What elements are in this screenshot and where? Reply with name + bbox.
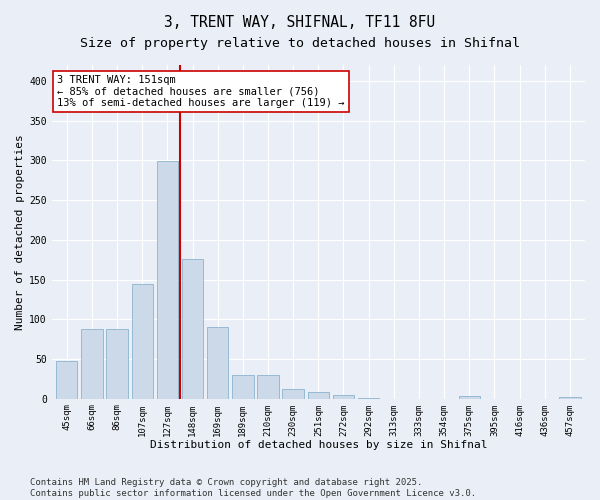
Bar (308, 392, 329, 398)
Text: 3 TRENT WAY: 151sqm
← 85% of detached houses are smaller (756)
13% of semi-detac: 3 TRENT WAY: 151sqm ← 85% of detached ho… (57, 75, 344, 108)
Bar (207, 327, 229, 398)
Bar (257, 375, 279, 398)
Bar (333, 394, 354, 398)
Bar (81, 329, 103, 398)
Y-axis label: Number of detached properties: Number of detached properties (15, 134, 25, 330)
Bar (182, 259, 203, 398)
Bar (458, 396, 480, 398)
Text: Contains HM Land Registry data © Crown copyright and database right 2025.
Contai: Contains HM Land Registry data © Crown c… (30, 478, 476, 498)
Text: 3, TRENT WAY, SHIFNAL, TF11 8FU: 3, TRENT WAY, SHIFNAL, TF11 8FU (164, 15, 436, 30)
Bar (157, 161, 178, 398)
Bar (283, 389, 304, 398)
Text: Size of property relative to detached houses in Shifnal: Size of property relative to detached ho… (80, 38, 520, 51)
X-axis label: Distribution of detached houses by size in Shifnal: Distribution of detached houses by size … (149, 440, 487, 450)
Bar (559, 397, 581, 398)
Bar (106, 329, 128, 398)
Bar (131, 284, 153, 399)
Bar (232, 375, 254, 398)
Bar (56, 362, 77, 399)
